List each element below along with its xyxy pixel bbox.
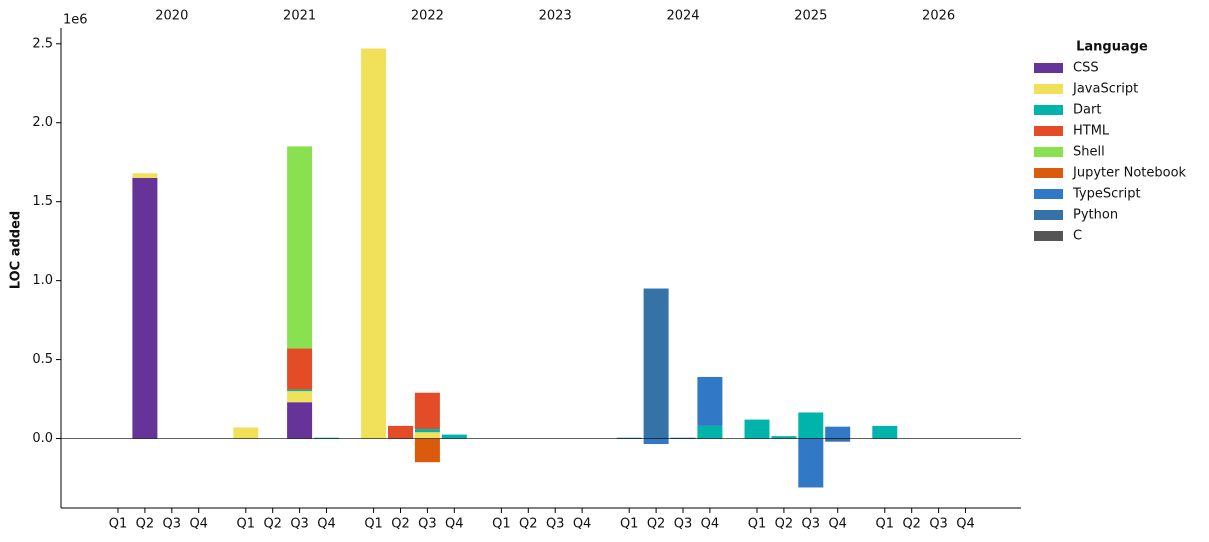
x-tick-label: Q1	[492, 517, 511, 532]
x-tick-label: Q2	[391, 517, 410, 532]
x-tick-label: Q2	[775, 517, 794, 532]
legend-title: Language	[1076, 40, 1148, 55]
bar-segment	[771, 436, 797, 439]
x-tick-label: Q2	[263, 517, 282, 532]
x-tick-label: Q4	[956, 517, 975, 532]
year-label: 2026	[922, 9, 955, 24]
x-tick-label: Q1	[364, 517, 383, 532]
x-tick-label: Q3	[546, 517, 565, 532]
x-tick-label: Q3	[418, 517, 437, 532]
y-tick-label: 0.5	[32, 352, 53, 367]
legend-swatch	[1034, 105, 1063, 115]
y-axis-label: LOC added	[9, 211, 24, 289]
bar-segment	[825, 438, 851, 442]
legend-label: C	[1073, 229, 1082, 244]
bar-segment	[361, 48, 387, 439]
bar-segment	[233, 427, 259, 439]
x-tick-label: Q1	[237, 517, 256, 532]
legend-swatch	[1034, 126, 1063, 136]
x-tick-label: Q2	[136, 517, 155, 532]
bar-segment	[414, 432, 440, 439]
y-tick-label: 2.5	[32, 36, 53, 51]
year-label: 2021	[283, 9, 316, 24]
year-label: 2025	[794, 9, 827, 24]
legend-label: Dart	[1073, 103, 1101, 118]
legend-swatch	[1034, 147, 1063, 157]
bar-segment	[697, 425, 723, 439]
legend-swatch	[1034, 63, 1063, 73]
x-tick-label: Q2	[519, 517, 538, 532]
x-tick-label: Q3	[802, 517, 821, 532]
y-tick-label: 2.0	[32, 115, 53, 130]
x-tick-label: Q4	[701, 517, 720, 532]
bar-segment	[744, 419, 770, 439]
year-label: 2023	[539, 9, 572, 24]
bar-segment	[441, 434, 467, 439]
legend-label: Shell	[1073, 145, 1105, 160]
bar-segment	[287, 391, 313, 403]
bar-segment	[798, 438, 824, 488]
x-tick-label: Q3	[290, 517, 309, 532]
legend-label: Python	[1073, 208, 1118, 223]
bar-segment	[132, 173, 158, 178]
x-tick-label: Q2	[902, 517, 921, 532]
x-tick-label: Q4	[189, 517, 208, 532]
legend-swatch	[1034, 231, 1063, 241]
x-tick-label: Q1	[748, 517, 767, 532]
legend-label: TypeScript	[1072, 187, 1141, 202]
bar-segment	[287, 146, 313, 349]
x-tick-label: Q1	[620, 517, 639, 532]
bar-segment	[643, 438, 669, 445]
x-tick-label: Q3	[674, 517, 693, 532]
bar-segment	[697, 376, 723, 426]
year-label: 2022	[411, 9, 444, 24]
x-tick-label: Q2	[647, 517, 666, 532]
legend-swatch	[1034, 210, 1063, 220]
x-tick-label: Q4	[445, 517, 464, 532]
year-label: 2024	[666, 9, 699, 24]
legend-swatch	[1034, 84, 1063, 94]
x-tick-label: Q1	[876, 517, 895, 532]
x-tick-label: Q3	[929, 517, 948, 532]
bar-segment	[414, 392, 440, 430]
bar-segment	[798, 412, 824, 439]
bar-segment	[643, 288, 669, 439]
y-offset-label: 1e6	[63, 13, 88, 28]
legend-swatch	[1034, 189, 1063, 199]
bar-segment	[388, 425, 413, 439]
bar-segment	[287, 348, 313, 390]
bar-segment	[287, 402, 313, 439]
legend-swatch	[1034, 168, 1063, 178]
legend-label: Jupyter Notebook	[1072, 166, 1187, 181]
bar-segment	[825, 426, 851, 439]
bar-segment	[287, 389, 313, 392]
bar-segment	[414, 429, 440, 433]
x-tick-label: Q4	[573, 517, 592, 532]
x-tick-label: Q4	[317, 517, 336, 532]
legend-label: HTML	[1073, 124, 1110, 139]
bar-segment	[414, 438, 440, 463]
y-tick-label: 1.5	[32, 194, 53, 209]
x-tick-label: Q1	[109, 517, 128, 532]
bar-segment	[872, 425, 898, 439]
x-tick-label: Q4	[828, 517, 847, 532]
legend-label: JavaScript	[1072, 82, 1138, 97]
y-tick-label: 1.0	[32, 273, 53, 288]
legend-label: CSS	[1073, 61, 1099, 76]
bar-segment	[132, 178, 158, 439]
year-label: 2020	[155, 9, 188, 24]
x-tick-label: Q3	[163, 517, 182, 532]
y-tick-label: 0.0	[32, 431, 53, 446]
